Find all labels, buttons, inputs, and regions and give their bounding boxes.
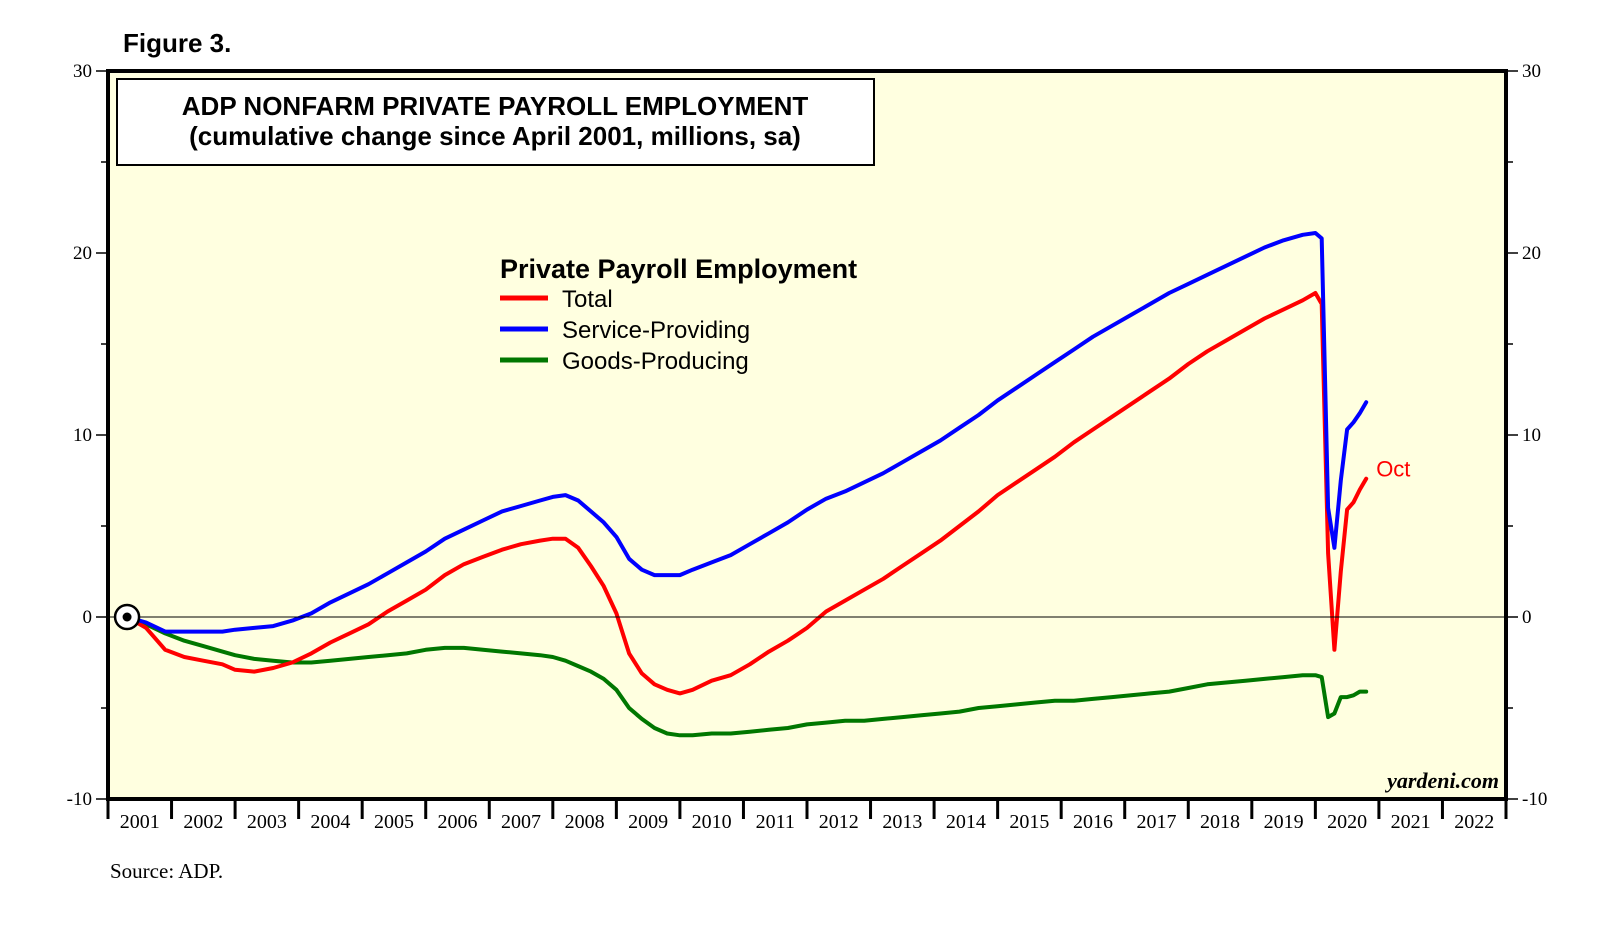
chart-subtitle: (cumulative change since April 2001, mil… <box>189 121 801 151</box>
watermark: yardeni.com <box>1384 768 1499 793</box>
x-tick-label: 2006 <box>438 811 478 833</box>
y-tick-label-left: 10 <box>73 425 92 446</box>
x-tick-label: 2002 <box>183 811 223 833</box>
x-tick-label: 2019 <box>1264 811 1304 833</box>
title-box <box>116 78 875 166</box>
x-tick-label: 2008 <box>565 811 605 833</box>
x-tick-label: 2010 <box>692 811 732 833</box>
x-tick-label: 2005 <box>374 811 414 833</box>
source-note: Source: ADP. <box>110 859 223 883</box>
figure-label: Figure 3. <box>123 28 231 58</box>
legend: Private Payroll Employment Total Service… <box>500 254 857 375</box>
x-tick-label: 2004 <box>310 811 350 833</box>
x-tick-label: 2014 <box>946 811 986 833</box>
y-tick-label-right: 30 <box>1522 61 1541 82</box>
x-tick-label: 2001 <box>120 811 160 833</box>
plot-background <box>108 71 1506 799</box>
x-tick-label: 2009 <box>628 811 668 833</box>
x-tick-label: 2007 <box>501 811 541 833</box>
end-annotation-oct: Oct <box>1376 457 1410 482</box>
origin-marker <box>113 603 141 631</box>
y-tick-label-left: 20 <box>73 243 92 264</box>
legend-label-goods: Goods-Producing <box>562 348 749 375</box>
y-tick-label-left: 30 <box>73 61 92 82</box>
y-tick-label-right: 0 <box>1522 607 1532 628</box>
x-tick-label: 2018 <box>1200 811 1240 833</box>
y-tick-label-right: 10 <box>1522 425 1541 446</box>
plot-frame <box>106 69 1508 801</box>
series-lines <box>125 231 1369 738</box>
x-tick-label: 2021 <box>1391 811 1431 833</box>
x-tick-label: 2020 <box>1327 811 1367 833</box>
y-tick-label-right: -10 <box>1522 789 1547 810</box>
x-tick-label: 2003 <box>247 811 287 833</box>
y-tick-label-right: 20 <box>1522 243 1541 264</box>
x-tick-label: 2013 <box>882 811 922 833</box>
x-tick-label: 2015 <box>1009 811 1049 833</box>
series-line-goods-producing <box>125 615 1369 738</box>
x-tick-label: 2016 <box>1073 811 1113 833</box>
legend-label-total: Total <box>562 286 613 313</box>
series-line-service-providing <box>125 231 1369 634</box>
x-tick-label: 2011 <box>756 811 795 833</box>
series-line-total <box>125 291 1369 696</box>
legend-title: Private Payroll Employment <box>500 254 857 284</box>
x-tick-label: 2017 <box>1137 811 1177 833</box>
y-tick-label-left: 0 <box>83 607 93 628</box>
x-tick-label: 2022 <box>1454 811 1494 833</box>
y-tick-label-left: -10 <box>67 789 92 810</box>
chart-title: ADP NONFARM PRIVATE PAYROLL EMPLOYMENT <box>182 91 809 121</box>
legend-label-service: Service-Providing <box>562 317 750 344</box>
x-tick-label: 2012 <box>819 811 859 833</box>
